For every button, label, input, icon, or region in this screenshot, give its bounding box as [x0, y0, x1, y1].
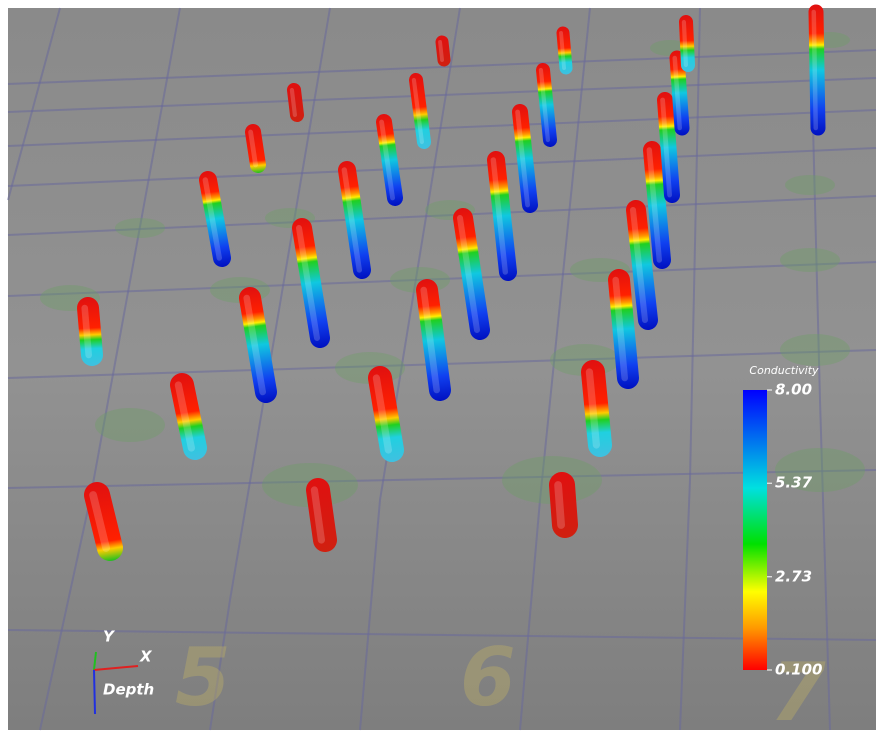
- x-label: X: [139, 648, 153, 666]
- colorbar-tick-label: 5.37: [775, 474, 813, 492]
- colorbar-tick-label: 8.00: [775, 381, 812, 399]
- well-highlight: [684, 22, 686, 65]
- colorbar-title: Conductivity: [749, 364, 819, 377]
- depth-label: Depth: [103, 681, 154, 699]
- well-highlight: [292, 90, 295, 115]
- colorbar-scale: [743, 390, 767, 670]
- depth-axis: [94, 670, 95, 714]
- grid-label: 5: [175, 631, 231, 724]
- well-highlight: [440, 42, 442, 60]
- well-highlight: [814, 12, 816, 128]
- well-highlight: [558, 485, 561, 525]
- grid-label: 6: [460, 631, 516, 724]
- colorbar-tick-label: 0.100: [775, 661, 822, 679]
- viewport: 5 6 7 Y X Depth Conductivity 8.005.372.7…: [0, 0, 884, 738]
- colorbar-tick-label: 2.73: [775, 567, 812, 585]
- well-highlight: [85, 308, 89, 355]
